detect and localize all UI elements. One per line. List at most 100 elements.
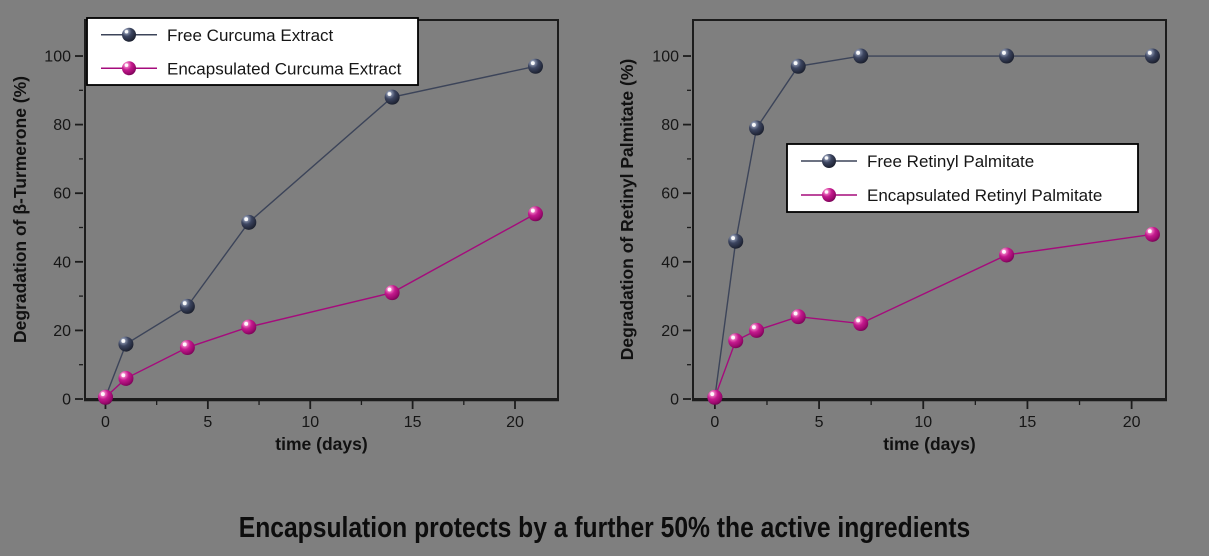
figure-caption: Encapsulation protects by a further 50% … bbox=[238, 512, 971, 544]
series-line bbox=[714, 233, 1153, 398]
marker-highlight bbox=[731, 335, 736, 340]
x-tick-label: 0 bbox=[101, 414, 110, 431]
marker-highlight bbox=[182, 342, 187, 347]
data-point-marker bbox=[179, 298, 195, 314]
data-point-marker bbox=[707, 389, 723, 405]
legend-label: Encapsulated Curcuma Extract bbox=[167, 59, 402, 78]
x-axis-label: time (days) bbox=[883, 434, 975, 454]
legend-marker-highlight bbox=[124, 29, 129, 34]
legend-marker bbox=[122, 27, 136, 42]
marker-highlight bbox=[182, 301, 187, 306]
marker-highlight bbox=[1147, 229, 1152, 234]
x-tick-label: 20 bbox=[506, 414, 524, 431]
y-tick-label: 40 bbox=[53, 254, 71, 271]
y-tick-label: 60 bbox=[53, 186, 71, 203]
marker-highlight bbox=[1002, 249, 1006, 254]
y-axis-label: Degradation of β-Turmerone (%) bbox=[10, 76, 30, 343]
data-point-marker bbox=[728, 233, 744, 249]
legend: Free Retinyl Palmitate Encapsulated Retin… bbox=[786, 143, 1139, 213]
y-tick-label: 80 bbox=[53, 117, 71, 134]
legend-label: Encapsulated Retinyl Palmitate bbox=[867, 186, 1102, 205]
marker-highlight bbox=[244, 217, 249, 222]
series-line bbox=[714, 55, 1153, 398]
data-point-marker bbox=[790, 309, 806, 325]
y-tick-label: 20 bbox=[53, 323, 71, 340]
marker-highlight bbox=[387, 92, 392, 96]
x-tick-label: 10 bbox=[301, 414, 319, 431]
legend-label: Free Retinyl Palmitate bbox=[867, 152, 1034, 171]
right-chart: 0 5 10 15 20 0 20 40 60 80 100 time (days) Degradati… bbox=[617, 19, 1167, 454]
data-point-marker bbox=[749, 322, 765, 338]
data-point-marker bbox=[241, 319, 257, 335]
marker-highlight bbox=[793, 311, 798, 316]
x-tick-label: 5 bbox=[203, 414, 212, 431]
legend-marker-highlight bbox=[124, 63, 129, 68]
y-tick-label: 80 bbox=[661, 117, 679, 134]
y-tick-label: 60 bbox=[661, 186, 679, 203]
x-tick-label: 0 bbox=[710, 414, 719, 431]
legend-entry: Encapsulated Retinyl Palmitate bbox=[801, 186, 1102, 205]
data-point-marker bbox=[749, 120, 765, 136]
data-point-marker bbox=[118, 370, 134, 386]
data-point-marker bbox=[853, 316, 869, 332]
y-tick-label: 0 bbox=[670, 392, 679, 409]
marker-highlight bbox=[387, 287, 392, 292]
legend: Free Curcuma Extract Encapsulated Curcuma… bbox=[86, 17, 419, 86]
y-tick-label: 0 bbox=[62, 392, 71, 409]
legend-box bbox=[86, 17, 419, 86]
legend-label: Free Curcuma Extract bbox=[167, 26, 334, 45]
marker-highlight bbox=[710, 392, 715, 397]
y-tick-label: 20 bbox=[661, 323, 679, 340]
legend-marker-highlight bbox=[824, 156, 829, 160]
marker-highlight bbox=[121, 373, 126, 378]
series-encapsulated bbox=[97, 206, 543, 405]
legend-box bbox=[786, 143, 1139, 213]
series-encapsulated bbox=[707, 226, 1160, 405]
marker-highlight bbox=[731, 236, 736, 241]
x-tick-label: 15 bbox=[1019, 414, 1037, 431]
marker-highlight bbox=[121, 339, 126, 343]
legend-entry: Free Curcuma Extract bbox=[101, 26, 334, 45]
series-line bbox=[104, 65, 536, 398]
x-tick-label: 10 bbox=[914, 414, 932, 431]
marker-highlight bbox=[244, 321, 249, 326]
series-free bbox=[707, 48, 1160, 405]
data-point-marker bbox=[118, 336, 134, 352]
y-tick-label: 100 bbox=[652, 49, 679, 66]
series-line bbox=[105, 213, 536, 398]
y-axis-label: Degradation of Retinyl Palmitate (%) bbox=[617, 59, 637, 360]
marker-highlight bbox=[1002, 50, 1006, 55]
data-point-marker bbox=[853, 48, 869, 64]
x-axis-label: time (days) bbox=[275, 434, 367, 454]
marker-highlight bbox=[751, 325, 756, 330]
data-point-marker bbox=[527, 58, 543, 74]
y-tick-label: 100 bbox=[44, 49, 71, 66]
marker-highlight bbox=[530, 208, 535, 213]
marker-highlight bbox=[1147, 50, 1152, 55]
legend-entry: Free Retinyl Palmitate bbox=[801, 152, 1034, 171]
x-tick-label: 15 bbox=[404, 414, 422, 431]
data-point-marker bbox=[241, 214, 257, 230]
marker-highlight bbox=[100, 392, 105, 397]
data-point-marker bbox=[384, 89, 400, 105]
legend-entry: Encapsulated Curcuma Extract bbox=[101, 59, 402, 78]
marker-highlight bbox=[856, 318, 861, 323]
x-tick-label: 20 bbox=[1123, 414, 1141, 431]
legend-marker-highlight bbox=[824, 190, 829, 194]
series-free bbox=[97, 58, 543, 405]
x-tick-label: 5 bbox=[815, 414, 824, 431]
data-point-marker bbox=[97, 389, 113, 405]
marker-highlight bbox=[856, 50, 861, 55]
data-point-marker bbox=[527, 206, 543, 222]
data-point-marker bbox=[1144, 48, 1160, 64]
data-point-marker bbox=[728, 333, 744, 349]
data-point-marker bbox=[179, 340, 195, 356]
legend-marker bbox=[822, 188, 836, 202]
data-point-marker bbox=[999, 48, 1015, 64]
y-tick-label: 40 bbox=[661, 254, 679, 271]
data-point-marker bbox=[1144, 226, 1160, 242]
marker-highlight bbox=[530, 61, 535, 66]
data-point-marker bbox=[384, 285, 400, 301]
marker-highlight bbox=[793, 61, 798, 66]
